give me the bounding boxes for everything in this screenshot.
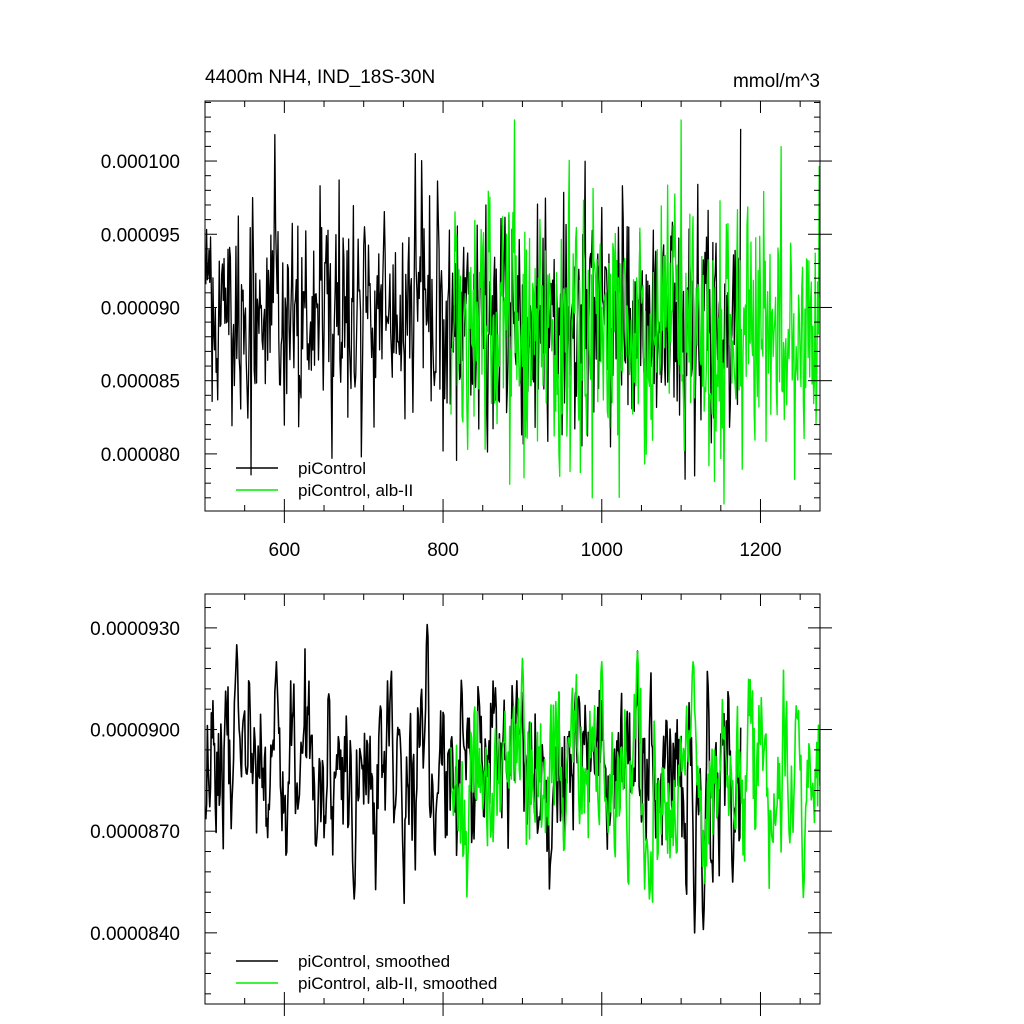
series-lines (205, 623, 820, 934)
y-tick-label: 0.000090 (101, 298, 180, 319)
x-tick-label: 600 (269, 540, 301, 561)
units-label: mmol/m^3 (733, 71, 820, 92)
top-panel: 4400m NH4, IND_18S-30N mmol/m^3 600 800 10… (101, 67, 832, 561)
legend: piControl piControl, alb-II (236, 459, 413, 500)
plot-frame (204, 100, 821, 512)
y-tick-label: 0.0000930 (90, 619, 180, 640)
legend: piControl, smoothed piControl, alb-II, s… (236, 952, 497, 993)
legend-label-picontrol: piControl (298, 459, 366, 478)
legend-label-alb-ii-smoothed: piControl, alb-II, smoothed (298, 974, 497, 993)
x-tick-label: 1200 (739, 540, 781, 561)
axis-ticks: 0.0000840 0.0000870 0.0000900 0.0000930 (90, 594, 832, 1016)
chart-title: 4400m NH4, IND_18S-30N (205, 67, 435, 88)
bottom-panel: 0.0000840 0.0000870 0.0000900 0.0000930 piC… (90, 593, 832, 1016)
x-tick-label: 1000 (581, 540, 623, 561)
x-tick-label: 800 (427, 540, 459, 561)
y-tick-label: 0.000085 (101, 372, 180, 393)
y-tick-label: 0.000095 (101, 225, 180, 246)
series-lines (205, 119, 820, 505)
y-tick-label: 0.0000840 (90, 924, 180, 945)
series-line-picontrol-alb-ii (450, 119, 820, 505)
legend-label-picontrol-smoothed: piControl, smoothed (298, 952, 450, 971)
y-tick-label: 0.0000870 (90, 822, 180, 843)
axis-ticks: 600 800 1000 1200 0.000080 0.000085 0.000090 0.… (101, 101, 832, 561)
series-line-picontrol-alb-ii-smoothed (450, 650, 820, 903)
plot-frame (204, 593, 821, 1005)
y-tick-label: 0.000100 (101, 152, 180, 173)
y-tick-label: 0.0000900 (90, 721, 180, 742)
legend-label-alb-ii: piControl, alb-II (298, 481, 413, 500)
y-tick-label: 0.000080 (101, 445, 180, 466)
